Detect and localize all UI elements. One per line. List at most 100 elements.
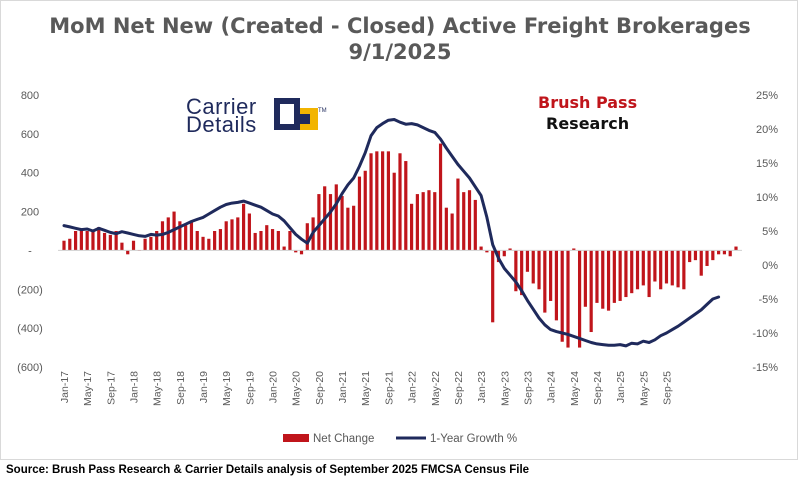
x-tick-label: Sep-17 — [105, 371, 117, 405]
net-change-bar — [375, 151, 379, 251]
net-change-bar — [317, 194, 321, 251]
net-change-bar — [415, 194, 419, 251]
x-tick-label: Jan-22 — [407, 371, 419, 403]
x-tick-label: May-17 — [82, 371, 94, 406]
net-change-bar — [224, 221, 228, 251]
net-change-bar — [549, 250, 553, 301]
y-left-tick-label: (600) — [17, 362, 43, 374]
net-change-bar — [259, 231, 263, 251]
net-change-bar — [606, 250, 611, 311]
net-change-bar — [612, 250, 616, 303]
net-change-bar — [560, 250, 564, 342]
net-change-bar — [479, 246, 483, 251]
x-tick-label: Jan-21 — [337, 371, 349, 403]
net-change-bar — [352, 205, 356, 251]
net-change-bar — [473, 199, 477, 251]
net-change-bar — [664, 250, 669, 284]
x-tick-label: Jan-25 — [615, 371, 627, 403]
net-change-bar — [734, 246, 738, 251]
net-change-bar — [728, 250, 732, 257]
y-right-tick-label: 25% — [756, 90, 778, 102]
x-tick-label: May-22 — [430, 371, 442, 406]
net-change-bar — [97, 227, 101, 251]
net-change-bar — [126, 250, 130, 255]
net-change-bar — [676, 250, 680, 288]
net-change-bar — [554, 250, 559, 321]
x-tick-label: Sep-20 — [314, 371, 326, 405]
net-change-bar — [514, 250, 518, 292]
y-right-tick-label: -5% — [758, 294, 778, 306]
net-change-bar — [717, 250, 721, 255]
x-tick-label: Jan-17 — [59, 371, 71, 403]
net-change-bar — [184, 225, 188, 251]
net-change-bar — [236, 217, 240, 251]
net-change-bar — [230, 219, 234, 251]
x-tick-label: Jan-23 — [476, 371, 488, 403]
x-tick-label: Sep-25 — [661, 371, 673, 405]
net-change-bar — [589, 250, 593, 333]
net-change-bar — [108, 234, 112, 251]
net-change-bar — [682, 250, 686, 290]
net-change-bar — [386, 151, 391, 251]
x-tick-label: Jan-19 — [198, 371, 210, 403]
net-change-bar — [456, 178, 460, 251]
y-right-tick-label: 15% — [756, 158, 778, 170]
net-change-bar — [178, 221, 182, 251]
y-right-tick-label: -15% — [752, 362, 778, 374]
brush-pass-logo: Brush Pass Research — [538, 93, 637, 133]
net-change-bar — [369, 153, 373, 251]
source-note: Source: Brush Pass Research & Carrier De… — [6, 464, 530, 476]
net-change-bar — [630, 250, 634, 294]
net-change-bar — [508, 248, 512, 251]
net-change-bar — [270, 229, 275, 251]
net-change-bar — [120, 242, 124, 251]
net-change-bar — [711, 250, 715, 261]
net-change-bar — [299, 250, 304, 255]
net-change-bar — [241, 203, 246, 251]
net-change-bar — [647, 250, 651, 298]
net-change-bar — [213, 231, 217, 251]
net-change-bar — [79, 229, 83, 251]
net-change-bar — [114, 231, 118, 251]
net-change-bar — [433, 192, 437, 251]
net-change-bar — [91, 231, 95, 251]
net-change-bar — [253, 232, 257, 251]
y-left-tick-label: 400 — [21, 168, 39, 180]
net-change-bar — [531, 250, 535, 284]
net-change-bar — [305, 223, 309, 251]
y-left-tick-label: 200 — [21, 207, 39, 219]
x-tick-label: May-18 — [152, 371, 164, 406]
y-right-tick-label: -10% — [752, 328, 778, 340]
carrier-details-logo-word2: Details — [186, 112, 257, 137]
y-left-tick-label: - — [28, 245, 32, 257]
net-change-bar — [543, 250, 547, 313]
net-change-bar — [635, 250, 640, 290]
x-tick-label: Sep-24 — [592, 371, 604, 405]
net-change-bar — [357, 176, 362, 251]
net-change-bar — [73, 231, 78, 251]
net-change-bar — [85, 231, 89, 251]
net-change-bar — [491, 250, 495, 323]
net-change-bar — [572, 248, 576, 251]
x-tick-label: May-21 — [360, 371, 372, 406]
x-tick-label: May-19 — [221, 371, 233, 406]
net-change-bar — [577, 250, 582, 348]
growth-line — [62, 118, 721, 348]
legend-swatch-net-change — [283, 434, 309, 442]
x-tick-label: Jan-18 — [129, 371, 141, 403]
net-change-bar — [218, 229, 223, 251]
net-change-bar — [201, 236, 205, 251]
net-change-bar — [438, 143, 443, 251]
net-change-bar — [288, 231, 292, 251]
net-change-bar — [485, 250, 489, 253]
net-change-bar — [699, 250, 703, 276]
x-tick-label: Sep-19 — [244, 371, 256, 405]
net-change-bar — [618, 250, 622, 301]
net-change-bar — [659, 250, 663, 290]
x-tick-label: Jan-20 — [268, 371, 280, 403]
chart-subtitle-date: 9/1/2025 — [348, 40, 452, 64]
net-change-bar — [404, 161, 408, 251]
net-change-bar — [346, 207, 350, 251]
net-change-bar — [537, 250, 541, 290]
net-change-bar — [334, 184, 338, 251]
